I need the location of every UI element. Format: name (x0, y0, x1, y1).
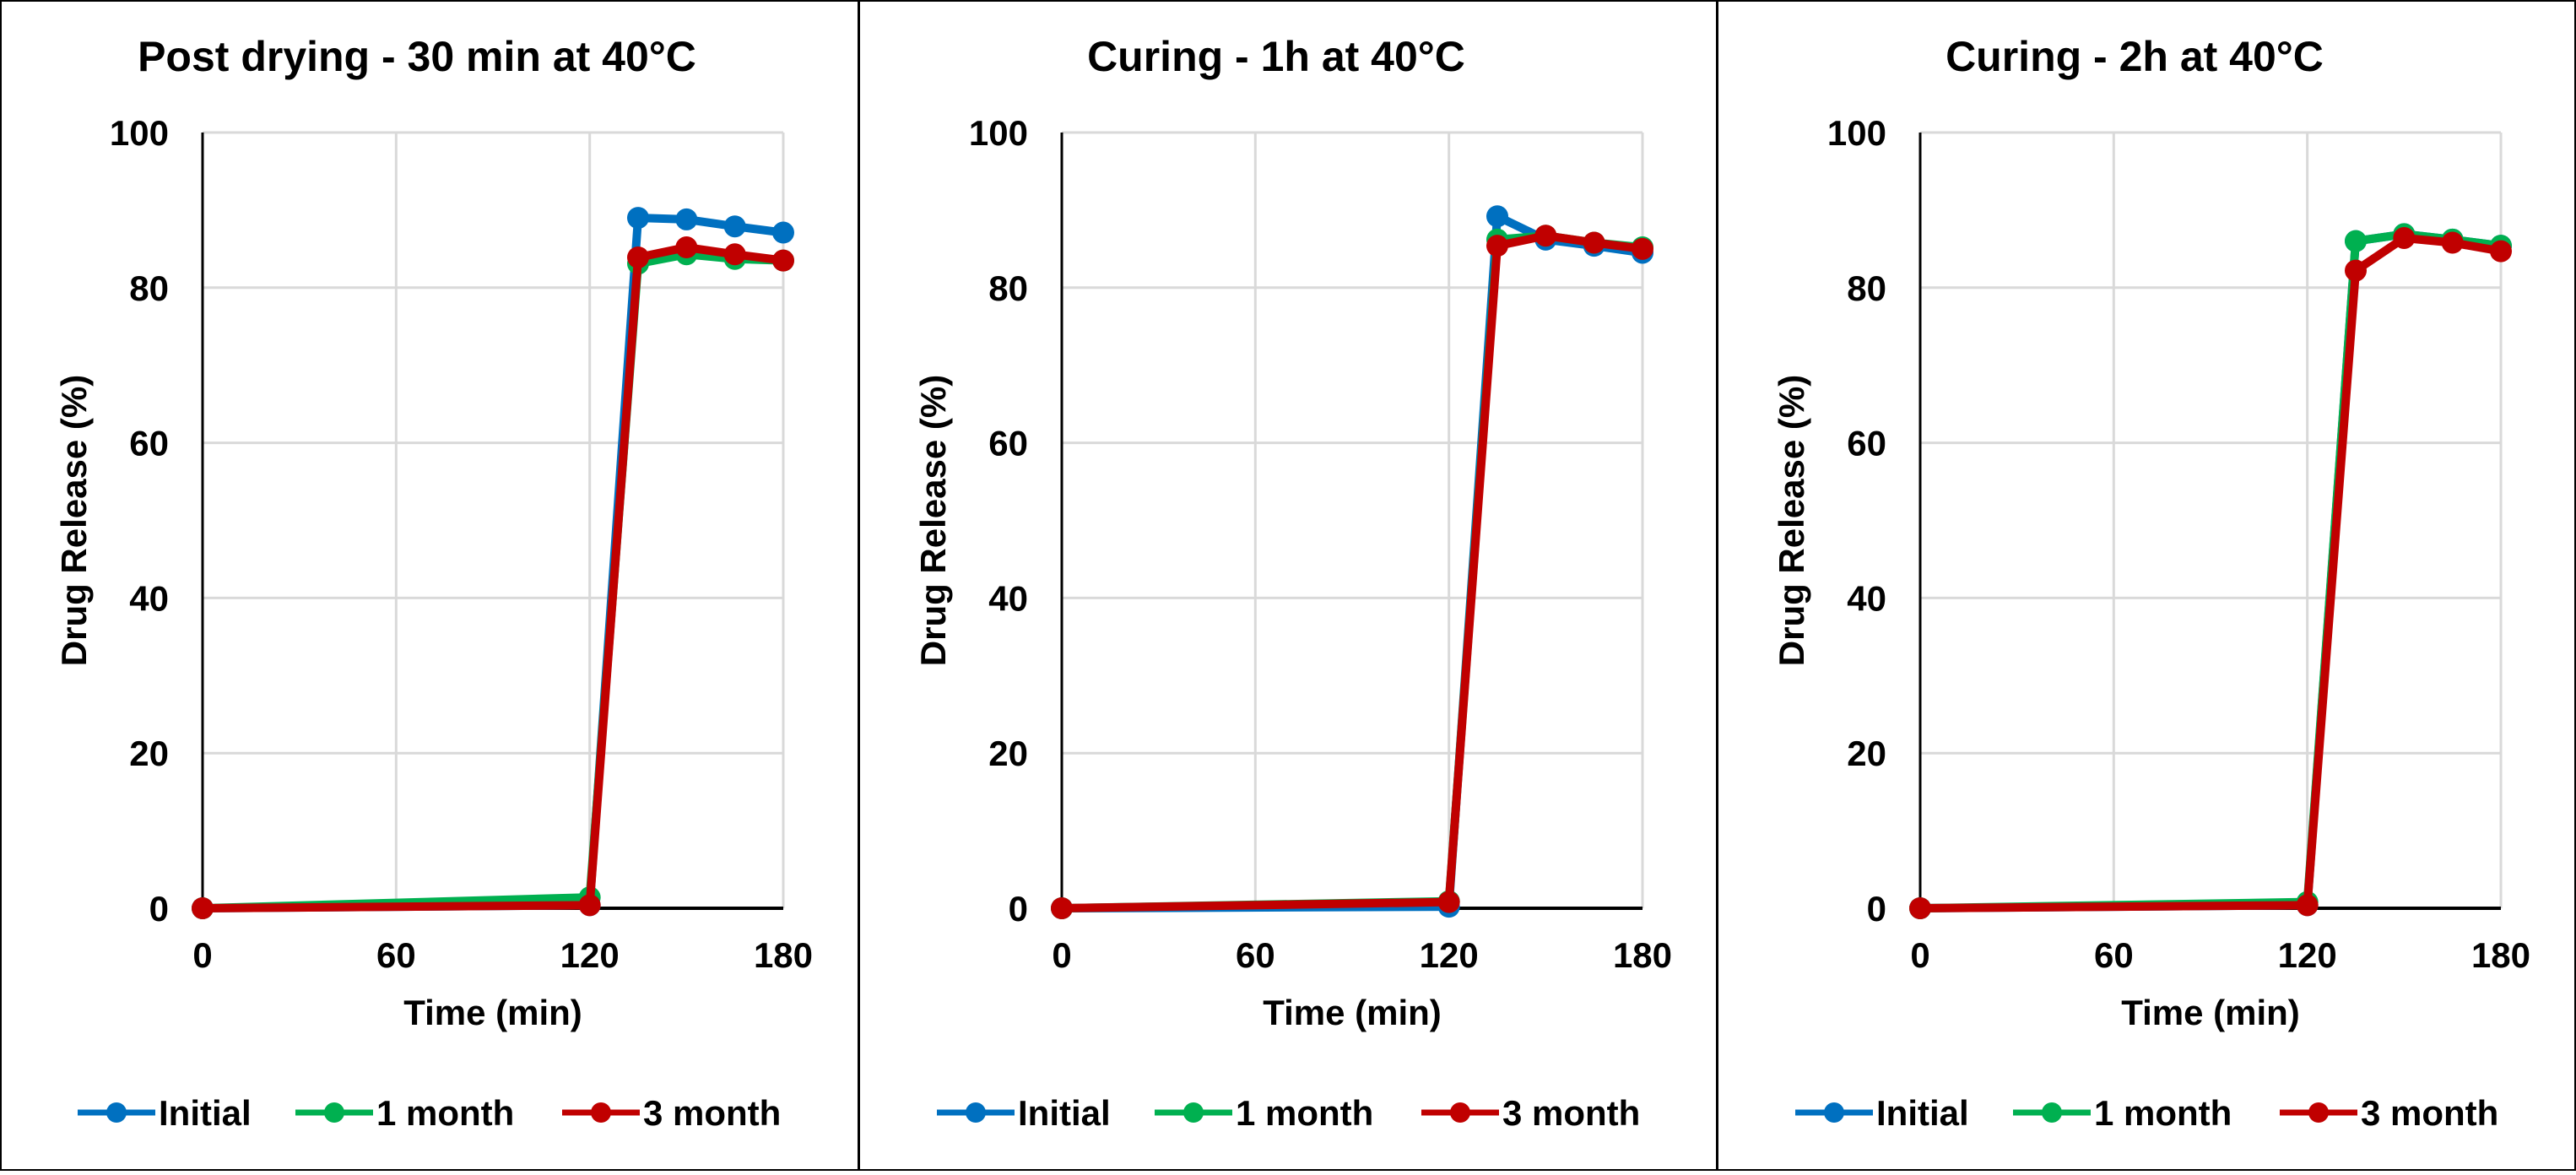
data-point-initial (723, 215, 746, 238)
series-line-1-month (1061, 231, 1643, 912)
x-axis-label: Time (min) (2121, 993, 2300, 1032)
x-tick-label: 180 (2471, 935, 2530, 975)
legend-label-initial: Initial (159, 1093, 252, 1133)
y-tick-label: 60 (988, 424, 1028, 463)
x-tick-label: 0 (1052, 935, 1071, 975)
data-point-3-month (2345, 259, 2367, 282)
data-point-initial (627, 207, 649, 230)
legend-marker-3-month (2308, 1102, 2329, 1123)
y-axis-label: Drug Release (%) (1772, 375, 1811, 666)
data-point-3-month (1534, 225, 1557, 247)
legend-marker-initial (1824, 1102, 1844, 1123)
legend-label-3-month: 3 month (643, 1093, 781, 1133)
chart-panel-1: Post drying - 30 min at 40°C 0 20 40 60 80 100… (0, 0, 858, 1171)
chart-panel-3: Curing - 2h at 40°C 0 20 40 60 80 100 0 60 120 180… (1718, 0, 2576, 1171)
data-point-3-month (627, 246, 649, 268)
data-point-3-month (1632, 237, 1653, 260)
legend-label-initial: Initial (1018, 1093, 1111, 1133)
data-point-initial (772, 221, 794, 244)
x-axis-label: Time (min) (1263, 993, 1442, 1032)
y-tick-label: 100 (110, 113, 169, 153)
legend-label-1-month: 1 month (1236, 1093, 1373, 1133)
legend-marker-initial (966, 1102, 986, 1123)
data-point-3-month (2490, 240, 2512, 263)
y-tick-label: 40 (129, 578, 169, 618)
data-point-3-month (2393, 226, 2416, 249)
y-axis-label: Drug Release (%) (913, 375, 953, 666)
chart-curing-1h: Curing - 1h at 40°C 0 20 40 60 80 100 0 60 120 180… (913, 33, 1672, 1133)
legend-marker-3-month (1450, 1102, 1470, 1123)
chart-title: Post drying - 30 min at 40°C (138, 33, 696, 80)
y-tick-label: 80 (1847, 268, 1886, 308)
series-line-initial (1919, 230, 2502, 912)
x-tick-label: 0 (1910, 935, 1929, 975)
data-point-3-month (772, 249, 794, 272)
x-tick-label: 120 (560, 935, 620, 975)
chart-curing-2h: Curing - 2h at 40°C 0 20 40 60 80 100 0 60 120 180… (1772, 33, 2530, 1133)
chart-post-drying-30min: Post drying - 30 min at 40°C 0 20 40 60 80 100… (54, 33, 813, 1133)
series-line-3-month (1919, 233, 2502, 912)
y-tick-label: 100 (1827, 113, 1886, 153)
data-point-3-month (192, 897, 214, 919)
legend-label-3-month: 3 month (1502, 1093, 1640, 1133)
data-point-initial (675, 208, 698, 230)
x-tick-label: 180 (754, 935, 813, 975)
x-axis-label: Time (min) (403, 993, 582, 1032)
x-tick-label: 180 (1613, 935, 1672, 975)
data-point-initial (1486, 205, 1508, 228)
x-tick-label: 60 (1236, 935, 1275, 975)
chart-title: Curing - 2h at 40°C (1946, 33, 2324, 80)
data-point-3-month (675, 236, 698, 259)
y-tick-label: 60 (1847, 424, 1886, 463)
series-line-1-month (1919, 230, 2502, 912)
legend-label-1-month: 1 month (2094, 1093, 2232, 1133)
legend-marker-initial (106, 1102, 127, 1123)
x-tick-label: 60 (376, 935, 416, 975)
y-tick-label: 0 (1867, 889, 1886, 929)
y-tick-label: 40 (1847, 578, 1886, 618)
panel-divider (1716, 0, 1718, 1171)
data-point-3-month (1437, 891, 1460, 913)
x-tick-label: 60 (2094, 935, 2134, 975)
data-point-3-month (723, 243, 746, 266)
legend-label-1-month: 1 month (376, 1093, 514, 1133)
data-point-1-month (2345, 230, 2367, 252)
series-line-initial (1061, 212, 1643, 912)
data-point-3-month (1909, 897, 1931, 919)
y-tick-label: 40 (988, 578, 1028, 618)
legend-marker-1-month (2042, 1102, 2062, 1123)
y-axis-label: Drug Release (%) (54, 375, 94, 666)
data-point-3-month (2441, 231, 2464, 254)
y-tick-label: 80 (988, 268, 1028, 308)
x-tick-label: 0 (192, 935, 212, 975)
series-line-1-month (202, 250, 784, 912)
chart-title: Curing - 1h at 40°C (1087, 33, 1465, 80)
x-tick-label: 120 (2278, 935, 2337, 975)
y-tick-label: 20 (988, 734, 1028, 773)
y-tick-label: 0 (1009, 889, 1028, 929)
data-point-3-month (2296, 894, 2319, 917)
series-line-initial (202, 214, 784, 912)
legend-marker-3-month (591, 1102, 611, 1123)
y-tick-label: 20 (129, 734, 169, 773)
series-line-3-month (202, 243, 784, 912)
legend-marker-1-month (1183, 1102, 1204, 1123)
panel-divider (858, 0, 860, 1171)
data-point-3-month (1486, 235, 1508, 257)
y-tick-label: 0 (149, 889, 169, 929)
data-point-3-month (578, 894, 601, 917)
legend-label-3-month: 3 month (2361, 1093, 2498, 1133)
x-tick-label: 120 (1420, 935, 1479, 975)
legend-label-initial: Initial (1876, 1093, 1969, 1133)
legend-marker-1-month (324, 1102, 344, 1123)
y-tick-label: 100 (969, 113, 1028, 153)
y-tick-label: 60 (129, 424, 169, 463)
y-tick-label: 20 (1847, 734, 1886, 773)
data-point-3-month (1051, 897, 1073, 919)
y-tick-label: 80 (129, 268, 169, 308)
series-line-3-month (1061, 231, 1643, 912)
data-point-3-month (1583, 231, 1605, 254)
chart-panel-2: Curing - 1h at 40°C 0 20 40 60 80 100 0 60 120 180… (859, 0, 1718, 1171)
